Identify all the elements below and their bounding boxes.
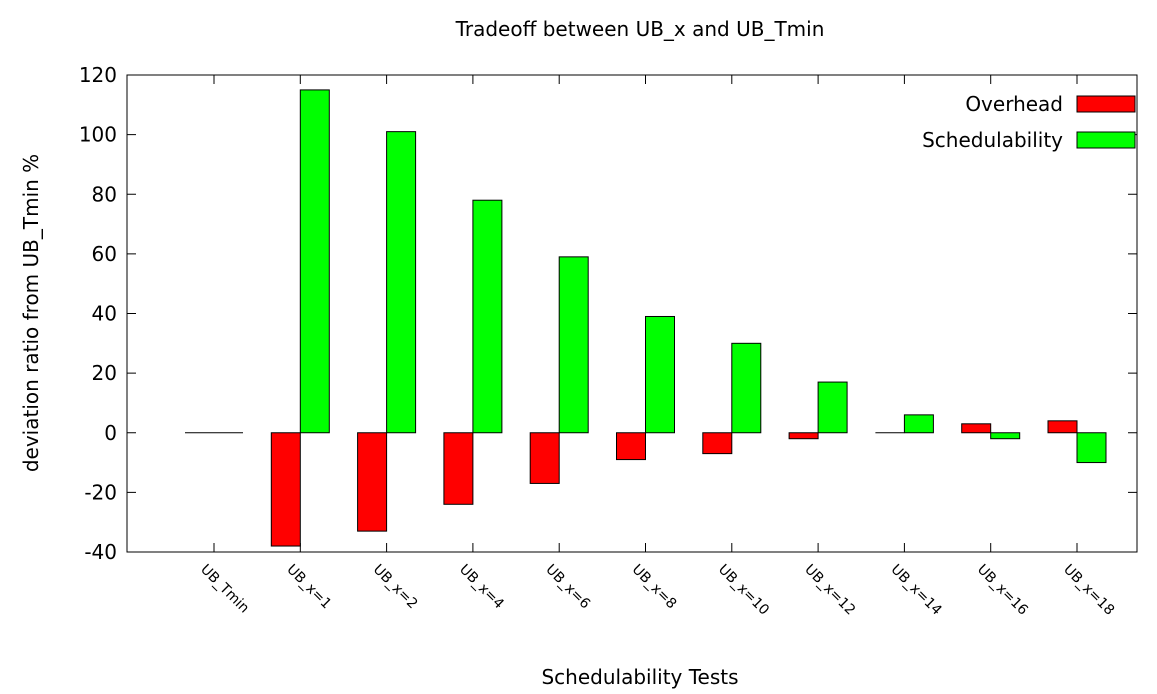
x-tick-label: UB_x=1 [283, 562, 334, 613]
x-tick-label: UB_x=10 [715, 562, 772, 619]
bar [645, 315, 675, 434]
x-tick-label: UB_x=18 [1060, 562, 1117, 619]
bar [357, 432, 388, 532]
bar [1047, 420, 1078, 434]
y-tick-label: 120 [79, 63, 117, 87]
legend-swatch [1076, 131, 1136, 149]
bar [788, 432, 819, 440]
x-tick-label: UB_Tmin [197, 562, 252, 617]
legend-swatch [1076, 95, 1136, 113]
bar [903, 414, 934, 434]
y-axis-label: deviation ratio from UB_Tmin % [19, 154, 43, 472]
y-tick-label: 60 [92, 242, 117, 266]
x-tick-label: UB_x=4 [456, 562, 507, 613]
bar [990, 432, 1021, 440]
bar [1076, 432, 1107, 464]
bar [731, 342, 762, 434]
x-tick-label: UB_x=14 [888, 562, 945, 619]
bar [616, 432, 646, 461]
bar [299, 89, 330, 434]
bar [270, 432, 301, 547]
x-tick-label: UB_x=12 [801, 562, 858, 619]
bar [472, 199, 503, 434]
x-tick-label: UB_x=6 [542, 562, 593, 613]
bar [817, 381, 848, 434]
y-tick-label: 0 [104, 421, 117, 445]
bar [702, 432, 733, 455]
x-tick-label: UB_x=2 [370, 562, 421, 613]
legend-label: Schedulability [922, 128, 1063, 152]
y-tick-label: 40 [92, 302, 117, 326]
chart-title: Tradeoff between UB_x and UB_Tmin [455, 17, 825, 41]
bar [558, 256, 589, 434]
y-tick-label: -40 [84, 540, 117, 564]
plot-frame [126, 74, 1138, 553]
y-tick-label: -20 [84, 480, 117, 504]
bar [961, 423, 992, 434]
bar [529, 432, 560, 484]
x-tick-label: UB_x=8 [629, 562, 680, 613]
y-tick-label: 20 [92, 361, 117, 385]
x-axis-label: Schedulability Tests [541, 665, 738, 689]
legend-label: Overhead [965, 92, 1063, 116]
x-tick-label: UB_x=16 [974, 562, 1031, 619]
y-tick-label: 80 [92, 182, 117, 206]
bar [386, 131, 417, 434]
bar [443, 432, 474, 505]
y-tick-label: 100 [79, 123, 117, 147]
